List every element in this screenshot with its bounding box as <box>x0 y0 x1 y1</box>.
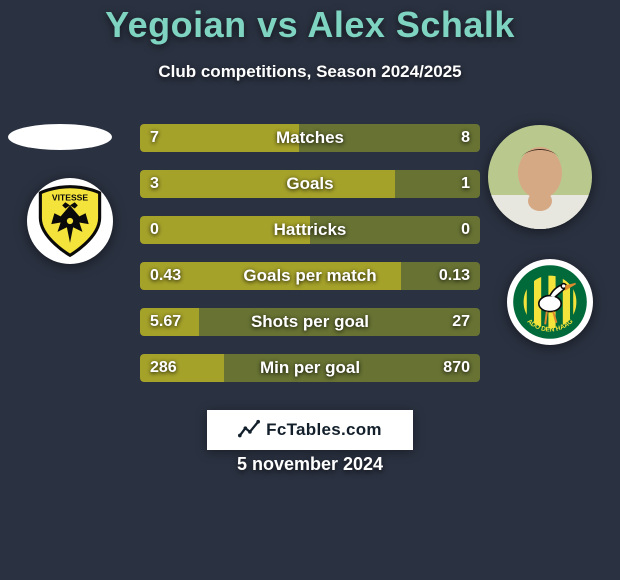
stat-value-right: 1 <box>461 170 470 198</box>
source-badge-text: FcTables.com <box>266 420 382 440</box>
stat-bar-left <box>140 124 299 152</box>
avatar-placeholder-icon <box>488 125 592 229</box>
stat-value-right: 0.13 <box>439 262 470 290</box>
stat-row: 0Hattricks0 <box>140 216 480 244</box>
stat-row: 5.67Shots per goal27 <box>140 308 480 336</box>
stat-bar <box>140 170 480 198</box>
stat-value-left: 0 <box>150 216 159 244</box>
stat-value-left: 5.67 <box>150 308 181 336</box>
stat-bar-right <box>224 354 480 382</box>
stat-row: 0.43Goals per match0.13 <box>140 262 480 290</box>
stat-value-left: 0.43 <box>150 262 181 290</box>
comparison-bars: 7Matches8 3Goals1 0Hattricks0 0.43Goals per… <box>140 124 480 400</box>
page-subtitle: Club competitions, Season 2024/2025 <box>0 62 620 82</box>
stat-bar <box>140 124 480 152</box>
stat-bar-right <box>299 124 480 152</box>
stat-bar-left <box>140 170 395 198</box>
stat-value-right: 0 <box>461 216 470 244</box>
player-left-avatar <box>8 112 112 162</box>
stat-row: 7Matches8 <box>140 124 480 152</box>
stat-value-right: 27 <box>452 308 470 336</box>
stat-bar <box>140 216 480 244</box>
stat-value-left: 3 <box>150 170 159 198</box>
footer-date: 5 november 2024 <box>0 454 620 475</box>
player-right-crest: ADO DEN HAAG <box>507 259 593 345</box>
player-right-avatar <box>488 125 592 229</box>
infographic-canvas: Yegoian vs Alex Schalk Club competitions… <box>0 0 620 580</box>
vitesse-text: VITESSE <box>52 193 89 203</box>
stat-bar-right <box>199 308 480 336</box>
stat-bar <box>140 262 480 290</box>
page-title: Yegoian vs Alex Schalk <box>0 4 620 46</box>
stat-row: 286Min per goal870 <box>140 354 480 382</box>
stat-bar-right <box>310 216 480 244</box>
stat-value-right: 870 <box>443 354 470 382</box>
stat-bar <box>140 308 480 336</box>
vitesse-shield-icon: VITESSE <box>31 182 109 260</box>
stat-bar <box>140 354 480 382</box>
source-badge: FcTables.com <box>207 410 413 450</box>
stats-icon <box>238 419 260 441</box>
stat-value-left: 286 <box>150 354 177 382</box>
stat-row: 3Goals1 <box>140 170 480 198</box>
player-left-crest: VITESSE <box>27 178 113 264</box>
stat-value-left: 7 <box>150 124 159 152</box>
ado-crest-icon: ADO DEN HAAG <box>510 262 590 342</box>
stat-value-right: 8 <box>461 124 470 152</box>
stat-bar-left <box>140 216 310 244</box>
